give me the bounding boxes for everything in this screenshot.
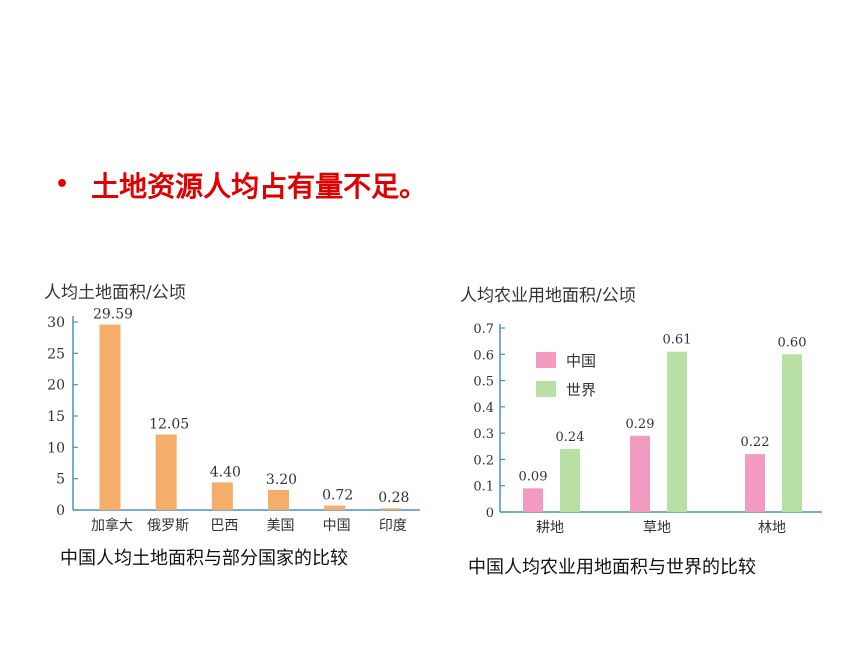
chart1-category-label: 中国 bbox=[323, 518, 351, 534]
chart1-value-label: 3.20 bbox=[266, 472, 297, 488]
chart1-category-label: 加拿大 bbox=[91, 517, 133, 534]
chart2-bar-world bbox=[560, 448, 580, 512]
bullet-text: 土地资源人均占有量不足。 bbox=[91, 170, 428, 203]
chart1-bar bbox=[155, 434, 177, 510]
chart2-legend-label: 世界 bbox=[566, 381, 596, 399]
chart1-title: 人均土地面积/公顷 bbox=[44, 283, 186, 303]
bullet-dot: • bbox=[55, 172, 70, 197]
chart2-caption: 中国人均农业用地面积与世界的比较 bbox=[468, 557, 756, 578]
chart2-y-tick-label: 0.3 bbox=[473, 427, 494, 442]
chart2-bar-world bbox=[667, 351, 687, 512]
chart2-bar-china bbox=[523, 488, 543, 512]
chart2-value-label: 0.60 bbox=[778, 335, 807, 350]
chart2-bar-china bbox=[630, 435, 650, 512]
chart2-y-tick-label: 0 bbox=[486, 506, 494, 521]
chart1-y-tick-label: 30 bbox=[47, 315, 65, 331]
chart1-bar bbox=[380, 508, 402, 510]
chart2-y-tick-label: 0.6 bbox=[473, 348, 494, 363]
chart2-bar-china bbox=[745, 454, 765, 512]
chart1-value-label: 0.28 bbox=[378, 490, 409, 506]
chart2-y-tick-label: 0.4 bbox=[473, 401, 494, 416]
chart1-value-label: 0.72 bbox=[322, 487, 353, 503]
chart1-y-tick-label: 10 bbox=[47, 440, 65, 456]
chart1-category-label: 巴西 bbox=[210, 518, 238, 534]
chart1-y-tick-label: 20 bbox=[47, 378, 65, 394]
chart1-bar bbox=[324, 505, 346, 510]
chart1-category-label: 俄罗斯 bbox=[147, 518, 189, 534]
chart1-y-tick-label: 25 bbox=[47, 346, 65, 362]
chart2-category-label: 林地 bbox=[758, 520, 786, 536]
chart2-value-label: 0.24 bbox=[556, 430, 585, 445]
chart1-value-label: 12.05 bbox=[149, 416, 189, 432]
chart2-value-label: 0.22 bbox=[741, 435, 770, 450]
chart1-category-label: 印度 bbox=[379, 518, 407, 534]
chart2-category-label: 耕地 bbox=[536, 519, 564, 536]
chart2-value-label: 0.61 bbox=[663, 333, 692, 348]
chart1-y-tick-label: 15 bbox=[47, 409, 65, 425]
chart2-bar-world bbox=[782, 354, 802, 512]
chart2-category-label: 草地 bbox=[643, 520, 671, 536]
chart2-y-tick-label: 0.5 bbox=[473, 375, 494, 390]
chart2-value-label: 0.29 bbox=[626, 417, 655, 432]
chart1-value-label: 29.59 bbox=[93, 307, 133, 323]
chart2-y-tick-label: 0.2 bbox=[473, 453, 494, 468]
chart2-legend-swatch bbox=[536, 381, 556, 397]
chart2-title: 人均农业用地面积/公顷 bbox=[460, 286, 636, 306]
bullet-heading: • 土地资源人均占有量不足。 bbox=[55, 165, 427, 205]
chart1-caption: 中国人均土地面积与部分国家的比较 bbox=[60, 548, 348, 569]
chart1-y-tick-label: 5 bbox=[56, 472, 65, 488]
chart1-bar bbox=[99, 324, 121, 510]
chart1-category-label: 美国 bbox=[267, 518, 295, 534]
chart1-y-tick-label: 0 bbox=[56, 503, 65, 519]
chart2-legend-label: 中国 bbox=[566, 352, 596, 370]
chart1-value-label: 4.40 bbox=[210, 464, 241, 480]
chart2-y-tick-label: 0.7 bbox=[473, 322, 494, 337]
chart1-bar bbox=[268, 489, 289, 510]
chart2-value-label: 0.09 bbox=[519, 469, 548, 484]
chart1-bar bbox=[211, 482, 233, 510]
chart2-y-tick-label: 0.1 bbox=[473, 480, 494, 495]
chart2-legend-swatch bbox=[536, 352, 556, 368]
